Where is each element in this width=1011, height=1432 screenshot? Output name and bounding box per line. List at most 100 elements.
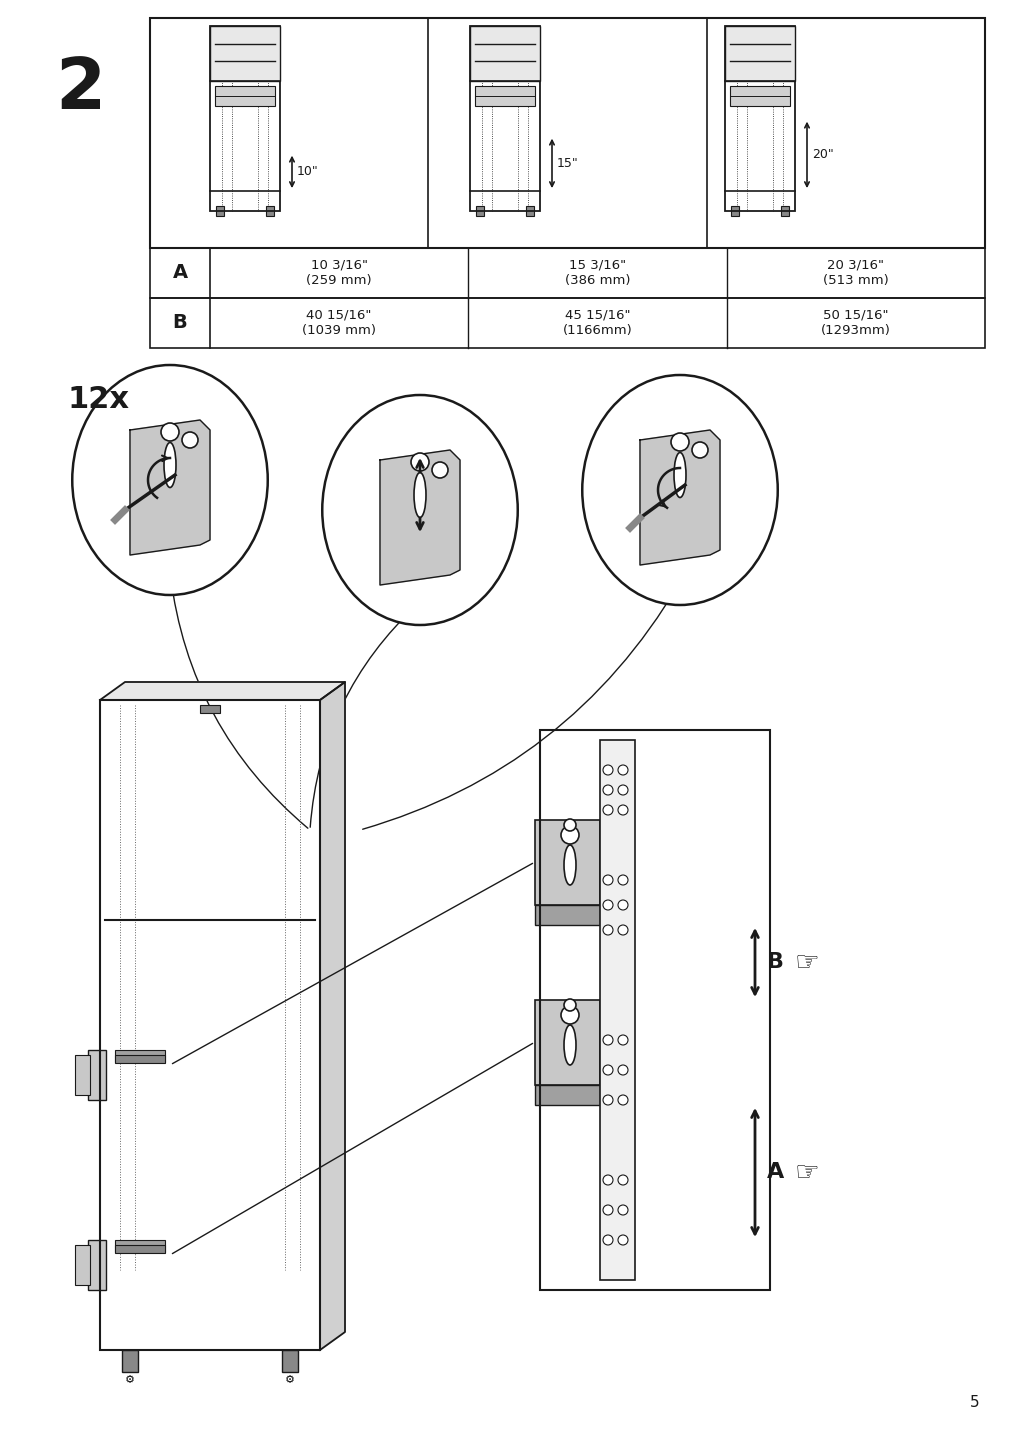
Circle shape (603, 1204, 613, 1214)
Text: A: A (172, 263, 187, 282)
Ellipse shape (72, 365, 268, 596)
Circle shape (410, 453, 429, 471)
Bar (115, 1055, 165, 1063)
Bar (724, 26, 795, 211)
Bar (122, 1350, 137, 1372)
Polygon shape (319, 682, 345, 1350)
Circle shape (560, 1007, 578, 1024)
Text: 12x: 12x (68, 385, 129, 414)
Bar (150, 298, 984, 348)
Circle shape (563, 819, 575, 831)
Ellipse shape (413, 473, 426, 517)
Bar (100, 700, 319, 1350)
Bar (730, 206, 738, 216)
Text: 15": 15" (556, 158, 578, 170)
Circle shape (560, 826, 578, 843)
Text: 10": 10" (296, 165, 318, 179)
Bar (535, 1085, 600, 1106)
Bar (540, 730, 769, 1290)
Circle shape (603, 805, 613, 815)
Bar (115, 1244, 165, 1253)
Bar (215, 206, 223, 216)
Circle shape (618, 785, 628, 795)
Bar (282, 1350, 297, 1372)
Circle shape (432, 463, 448, 478)
Circle shape (603, 1065, 613, 1075)
Ellipse shape (563, 1025, 575, 1065)
Bar (535, 1000, 600, 1085)
Bar (724, 26, 795, 82)
Circle shape (618, 765, 628, 775)
Text: ⚙: ⚙ (285, 1375, 295, 1385)
Text: A: A (766, 1163, 784, 1183)
Circle shape (618, 925, 628, 935)
Circle shape (603, 1234, 613, 1244)
Text: 20 3/16"
(513 mm): 20 3/16" (513 mm) (822, 259, 888, 286)
Circle shape (618, 1095, 628, 1106)
Bar (115, 1050, 165, 1063)
Bar (88, 1050, 106, 1100)
Circle shape (618, 1065, 628, 1075)
Text: 15 3/16"
(386 mm): 15 3/16" (386 mm) (564, 259, 630, 286)
Circle shape (603, 925, 613, 935)
Polygon shape (129, 420, 210, 556)
Polygon shape (100, 682, 345, 700)
Ellipse shape (581, 375, 777, 604)
Bar (600, 740, 634, 1280)
Circle shape (603, 1176, 613, 1186)
Ellipse shape (321, 395, 518, 624)
Circle shape (603, 785, 613, 795)
Polygon shape (379, 450, 460, 586)
Circle shape (603, 765, 613, 775)
Bar (469, 26, 540, 211)
Text: 45 15/16"
(1166mm): 45 15/16" (1166mm) (562, 309, 632, 337)
Circle shape (563, 1000, 575, 1011)
Ellipse shape (164, 442, 176, 487)
Circle shape (182, 432, 198, 448)
Bar (150, 248, 984, 298)
Bar (115, 1240, 165, 1252)
Text: 2: 2 (55, 54, 105, 125)
Circle shape (603, 899, 613, 909)
Circle shape (603, 1035, 613, 1045)
Circle shape (161, 422, 179, 441)
Bar (535, 905, 600, 925)
Circle shape (618, 805, 628, 815)
Bar (729, 86, 790, 106)
Text: ☞: ☞ (795, 948, 819, 977)
Ellipse shape (673, 453, 685, 497)
Bar (75, 1055, 90, 1095)
Circle shape (618, 875, 628, 885)
Circle shape (603, 875, 613, 885)
Bar (88, 1240, 106, 1290)
Bar (266, 206, 274, 216)
Text: ⚙: ⚙ (125, 1375, 134, 1385)
Text: 50 15/16"
(1293mm): 50 15/16" (1293mm) (820, 309, 890, 337)
Circle shape (618, 899, 628, 909)
Bar (526, 206, 534, 216)
Bar (75, 1244, 90, 1285)
Text: B: B (173, 314, 187, 332)
Bar (475, 206, 483, 216)
Circle shape (618, 1035, 628, 1045)
Bar (469, 26, 540, 82)
Text: 20": 20" (811, 149, 833, 162)
Bar (210, 26, 280, 211)
Bar (535, 821, 600, 905)
Text: ☞: ☞ (795, 1158, 819, 1187)
Circle shape (603, 1095, 613, 1106)
Circle shape (618, 1234, 628, 1244)
Text: 40 15/16"
(1039 mm): 40 15/16" (1039 mm) (302, 309, 376, 337)
Bar (200, 705, 219, 713)
Bar (210, 26, 280, 82)
Ellipse shape (563, 845, 575, 885)
Circle shape (178, 388, 202, 412)
Circle shape (670, 432, 688, 451)
Text: 10 3/16"
(259 mm): 10 3/16" (259 mm) (306, 259, 372, 286)
Bar (474, 86, 535, 106)
Bar (150, 19, 984, 248)
Circle shape (618, 1204, 628, 1214)
Circle shape (618, 1176, 628, 1186)
Polygon shape (639, 430, 719, 566)
Text: B: B (766, 952, 784, 972)
